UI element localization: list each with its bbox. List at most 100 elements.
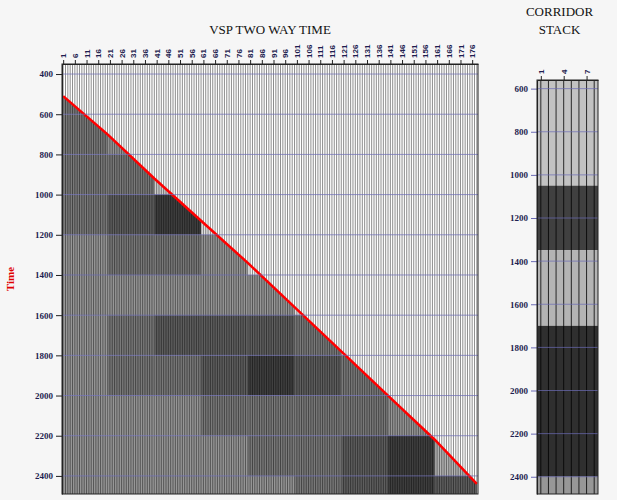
tick-mark <box>390 60 391 64</box>
tick-mark <box>564 76 565 80</box>
tick-mark <box>297 60 298 64</box>
trace <box>404 64 405 494</box>
trace <box>432 64 433 494</box>
trace <box>306 64 307 494</box>
tick: 6 <box>71 53 80 64</box>
tick-label: 11 <box>83 49 92 58</box>
tick-label: 1800 <box>35 351 54 361</box>
tick-mark <box>531 218 537 219</box>
trace <box>67 64 68 494</box>
trace <box>381 64 382 494</box>
tick-mark <box>145 60 146 64</box>
tick-label: 800 <box>40 150 54 160</box>
tick-mark <box>437 60 438 64</box>
trace <box>250 64 251 494</box>
trace <box>348 64 349 494</box>
trace <box>119 64 120 494</box>
trace <box>320 64 321 494</box>
tick-mark <box>309 60 310 64</box>
trace <box>374 64 375 494</box>
trace <box>469 64 470 494</box>
trace <box>86 64 87 494</box>
tick-label: 1600 <box>35 311 54 321</box>
tick-mark <box>460 60 461 64</box>
tick: 111 <box>316 45 325 64</box>
tick-label: 2000 <box>510 386 529 396</box>
traces <box>63 64 477 494</box>
tick: 4 <box>560 69 569 80</box>
tick-label: 76 <box>235 49 244 58</box>
trace <box>142 64 143 494</box>
tick: 600 <box>515 84 538 94</box>
trace <box>133 64 134 494</box>
trace <box>168 64 169 494</box>
trace <box>458 64 459 494</box>
trace <box>392 64 393 494</box>
tick-label: 4 <box>560 69 569 74</box>
tick-label: 1600 <box>510 300 529 310</box>
trace <box>233 64 234 494</box>
tick-label: 126 <box>351 44 360 58</box>
plot-frame <box>537 80 598 494</box>
energy-cell <box>435 315 478 355</box>
trace <box>472 64 473 494</box>
tick-mark <box>75 60 76 64</box>
trace <box>147 64 148 494</box>
tick-label: 1200 <box>510 213 529 223</box>
trace <box>81 64 82 494</box>
grid-line <box>62 154 478 155</box>
tick: 131 <box>363 44 372 64</box>
grid-line <box>62 114 478 115</box>
trace <box>91 64 92 494</box>
trace <box>229 64 230 494</box>
trace <box>324 64 325 494</box>
grid-line <box>537 131 598 132</box>
tick-label: 141 <box>386 44 395 58</box>
tick-label: 2000 <box>35 391 54 401</box>
tick-mark <box>87 60 88 64</box>
tick-label: 51 <box>176 49 185 58</box>
trace <box>112 64 113 494</box>
tick-mark <box>320 60 321 64</box>
trace <box>271 64 272 494</box>
tick-label: 161 <box>433 44 442 58</box>
trace <box>215 64 216 494</box>
tick: 126 <box>351 44 360 64</box>
trace <box>77 64 78 494</box>
trace <box>345 64 346 494</box>
plot-background <box>62 64 478 494</box>
tick-mark <box>110 60 111 64</box>
trace <box>296 64 297 494</box>
tick-label: 56 <box>188 49 197 58</box>
trace <box>79 64 80 494</box>
trace <box>455 64 456 494</box>
tick-mark <box>56 396 62 397</box>
tick: 136 <box>375 44 384 64</box>
tick-mark <box>332 60 333 64</box>
energy-cell <box>435 114 478 154</box>
trace <box>137 64 138 494</box>
trace <box>175 64 176 494</box>
trace <box>327 64 328 494</box>
trace <box>586 80 587 494</box>
tick-label: 1800 <box>510 343 529 353</box>
tick: 1200 <box>35 230 62 240</box>
trace <box>303 64 304 494</box>
tick: 1800 <box>35 351 62 361</box>
grid-line <box>62 74 478 75</box>
tick: 146 <box>398 44 407 64</box>
trace <box>163 64 164 494</box>
tick: 36 <box>141 49 150 64</box>
tick-mark <box>414 60 415 64</box>
y-axis: 4006008001000120014001600180020002200240… <box>35 65 63 495</box>
trace <box>441 64 442 494</box>
tick-mark <box>274 60 275 64</box>
tick-mark <box>531 434 537 435</box>
tick: 1600 <box>510 300 537 310</box>
tick-mark <box>587 76 588 80</box>
tick-mark <box>531 175 537 176</box>
tick-mark <box>531 261 537 262</box>
trace <box>292 64 293 494</box>
tick: 1000 <box>510 170 537 180</box>
trace <box>336 64 337 494</box>
